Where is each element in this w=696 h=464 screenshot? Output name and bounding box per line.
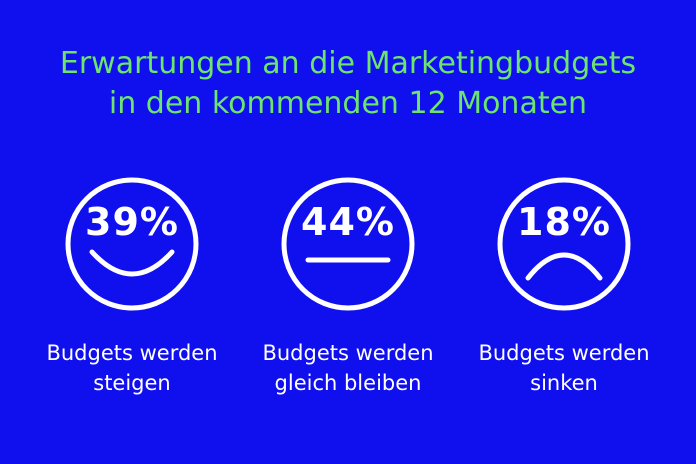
label-falling: Budgets werden sinken	[448, 338, 680, 398]
smile-icon	[65, 177, 199, 311]
label-line-2: sinken	[530, 371, 598, 395]
label-line-2: steigen	[93, 371, 171, 395]
frown-face-18: 18%	[496, 176, 632, 312]
smile-face-39: 39%	[64, 176, 200, 312]
infographic-title: Erwartungen an die Marketingbudgets in d…	[0, 44, 696, 124]
neutral-icon	[281, 177, 415, 311]
title-line-2: in den kommenden 12 Monaten	[108, 86, 588, 121]
percent-value: 44%	[301, 200, 395, 244]
frown-icon	[497, 177, 631, 311]
label-line-1: Budgets werden	[46, 341, 218, 365]
label-rising: Budgets werden steigen	[16, 338, 248, 398]
label-constant: Budgets werden gleich bleiben	[232, 338, 464, 398]
percent-value: 18%	[517, 200, 611, 244]
label-line-1: Budgets werden	[262, 341, 434, 365]
neutral-face-44: 44%	[280, 176, 416, 312]
label-line-2: gleich bleiben	[274, 371, 422, 395]
title-line-1: Erwartungen an die Marketingbudgets	[59, 46, 637, 81]
percent-value: 39%	[85, 200, 179, 244]
label-line-1: Budgets werden	[478, 341, 650, 365]
